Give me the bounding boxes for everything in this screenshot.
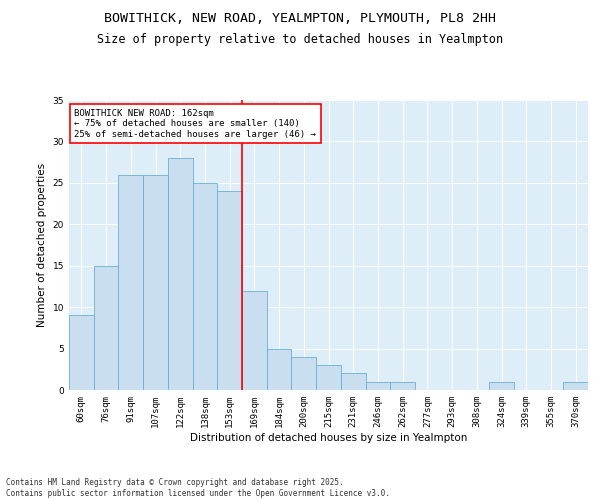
- Bar: [267, 348, 292, 390]
- Bar: [563, 382, 588, 390]
- Bar: [341, 374, 365, 390]
- Bar: [242, 290, 267, 390]
- Bar: [143, 174, 168, 390]
- Text: Contains HM Land Registry data © Crown copyright and database right 2025.
Contai: Contains HM Land Registry data © Crown c…: [6, 478, 390, 498]
- Bar: [489, 382, 514, 390]
- Bar: [94, 266, 118, 390]
- Bar: [118, 174, 143, 390]
- Bar: [217, 191, 242, 390]
- Bar: [365, 382, 390, 390]
- Bar: [193, 183, 217, 390]
- Bar: [316, 365, 341, 390]
- Y-axis label: Number of detached properties: Number of detached properties: [37, 163, 47, 327]
- X-axis label: Distribution of detached houses by size in Yealmpton: Distribution of detached houses by size …: [190, 432, 467, 442]
- Bar: [390, 382, 415, 390]
- Text: BOWITHICK NEW ROAD: 162sqm
← 75% of detached houses are smaller (140)
25% of sem: BOWITHICK NEW ROAD: 162sqm ← 75% of deta…: [74, 108, 316, 138]
- Text: Size of property relative to detached houses in Yealmpton: Size of property relative to detached ho…: [97, 32, 503, 46]
- Bar: [168, 158, 193, 390]
- Bar: [292, 357, 316, 390]
- Text: BOWITHICK, NEW ROAD, YEALMPTON, PLYMOUTH, PL8 2HH: BOWITHICK, NEW ROAD, YEALMPTON, PLYMOUTH…: [104, 12, 496, 26]
- Bar: [69, 316, 94, 390]
